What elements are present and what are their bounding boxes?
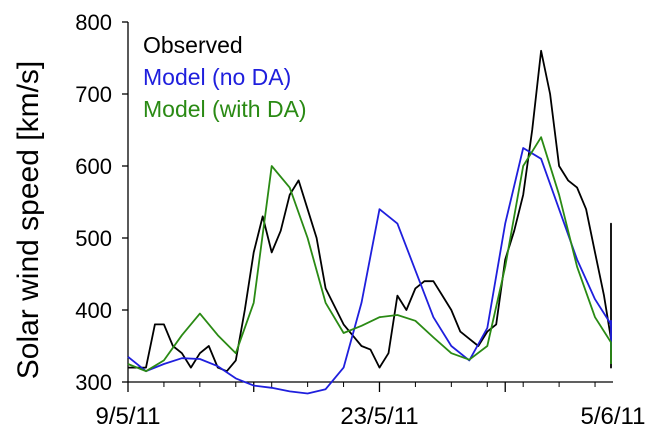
y-tick-label: 400 bbox=[75, 298, 112, 323]
y-tick-label: 600 bbox=[75, 154, 112, 179]
legend-entry-3: Model (with DA) bbox=[143, 96, 307, 122]
x-tick-label: 5/6/11 bbox=[581, 403, 646, 430]
axes bbox=[122, 21, 613, 392]
tick-labels: 300 400 500 600 700 800 9/5/11 23/5/11 5/6/11 bbox=[75, 10, 645, 430]
series-line-3 bbox=[127, 136, 612, 373]
series-line-2 bbox=[127, 147, 612, 395]
legend: Observed Model (no DA) Model (with DA) bbox=[143, 32, 307, 122]
legend-entry-1: Observed bbox=[143, 32, 243, 58]
y-tick-label: 500 bbox=[75, 226, 112, 251]
series-layer bbox=[127, 49, 612, 395]
y-tick-label: 800 bbox=[75, 10, 112, 35]
legend-entry-2: Model (no DA) bbox=[143, 64, 291, 90]
x-tick-label: 23/5/11 bbox=[340, 403, 418, 430]
y-axis-label: Solar wind speed [km/s] bbox=[12, 61, 45, 379]
y-tick-label: 300 bbox=[75, 370, 112, 395]
x-tick-label: 9/5/11 bbox=[96, 403, 161, 430]
y-tick-label: 700 bbox=[75, 82, 112, 107]
